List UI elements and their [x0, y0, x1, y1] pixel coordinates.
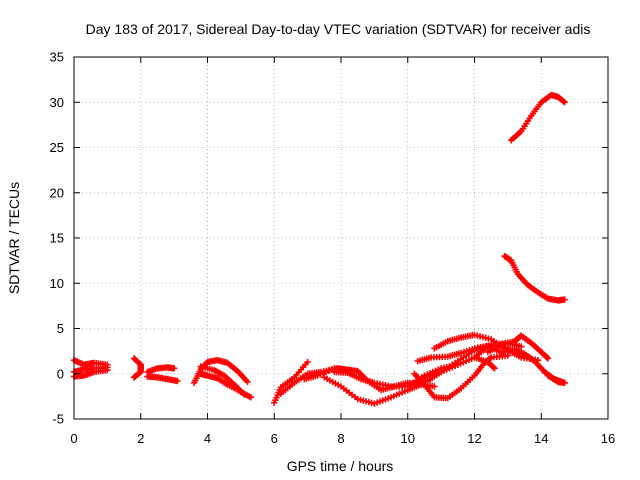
y-tick-label: 0 — [57, 366, 64, 381]
y-tick-label: 20 — [50, 185, 64, 200]
series-t9 — [197, 363, 248, 398]
y-tick-label: 25 — [50, 140, 64, 155]
data-point — [561, 296, 568, 303]
series-t10 — [271, 358, 311, 406]
series-t5 — [144, 364, 178, 376]
data-point — [131, 373, 139, 380]
x-tick-label: 2 — [137, 431, 144, 446]
data-point — [431, 383, 438, 390]
data-point — [491, 365, 498, 372]
data-point — [490, 364, 497, 371]
data-point — [170, 365, 178, 372]
series-t18 — [421, 354, 498, 381]
grid — [74, 57, 608, 419]
data-point — [244, 378, 251, 386]
y-tick-label: 5 — [57, 321, 64, 336]
series-t22 — [544, 372, 568, 386]
y-tick-label: 15 — [50, 231, 64, 246]
x-tick-label: 0 — [70, 431, 77, 446]
data-point — [561, 379, 568, 386]
data-point — [518, 343, 525, 350]
data-series-layer — [70, 91, 568, 407]
data-point — [247, 394, 255, 401]
x-tick-label: 8 — [337, 431, 344, 446]
data-point — [304, 358, 311, 366]
data-point — [560, 98, 567, 105]
x-tick-label: 4 — [204, 431, 211, 446]
axis-ticks — [73, 56, 609, 420]
data-point — [561, 99, 568, 106]
x-tick-label: 10 — [401, 431, 415, 446]
data-point — [130, 374, 138, 381]
data-point — [104, 366, 111, 374]
y-axis-label: SDTVAR / TECUs — [6, 182, 22, 294]
y-tick-label: 30 — [50, 95, 64, 110]
series-t4 — [130, 355, 144, 381]
x-tick-label: 14 — [534, 431, 548, 446]
series-t24 — [508, 91, 568, 144]
y-tick-labels: -5 0 5 10 15 20 25 30 35 — [50, 50, 64, 427]
x-tick-labels: 0 2 4 6 8 10 12 14 16 — [70, 431, 615, 446]
data-point — [486, 355, 494, 362]
x-axis-label: GPS time / hours — [287, 458, 394, 474]
x-tick-label: 16 — [601, 431, 615, 446]
series-t3 — [70, 366, 111, 380]
chart-title: Day 183 of 2017, Sidereal Day-to-day VTE… — [86, 21, 591, 37]
y-tick-label: 35 — [50, 50, 64, 65]
series-t21 — [484, 332, 552, 362]
y-tick-label: 10 — [50, 276, 64, 291]
x-tick-label: 6 — [271, 431, 278, 446]
data-point — [544, 355, 552, 362]
series-t6 — [144, 373, 181, 385]
x-tick-label: 12 — [467, 431, 481, 446]
data-point — [543, 354, 551, 361]
data-point — [174, 377, 181, 385]
series-t23 — [501, 252, 568, 304]
data-point — [241, 391, 248, 398]
y-tick-label: -5 — [52, 412, 64, 427]
